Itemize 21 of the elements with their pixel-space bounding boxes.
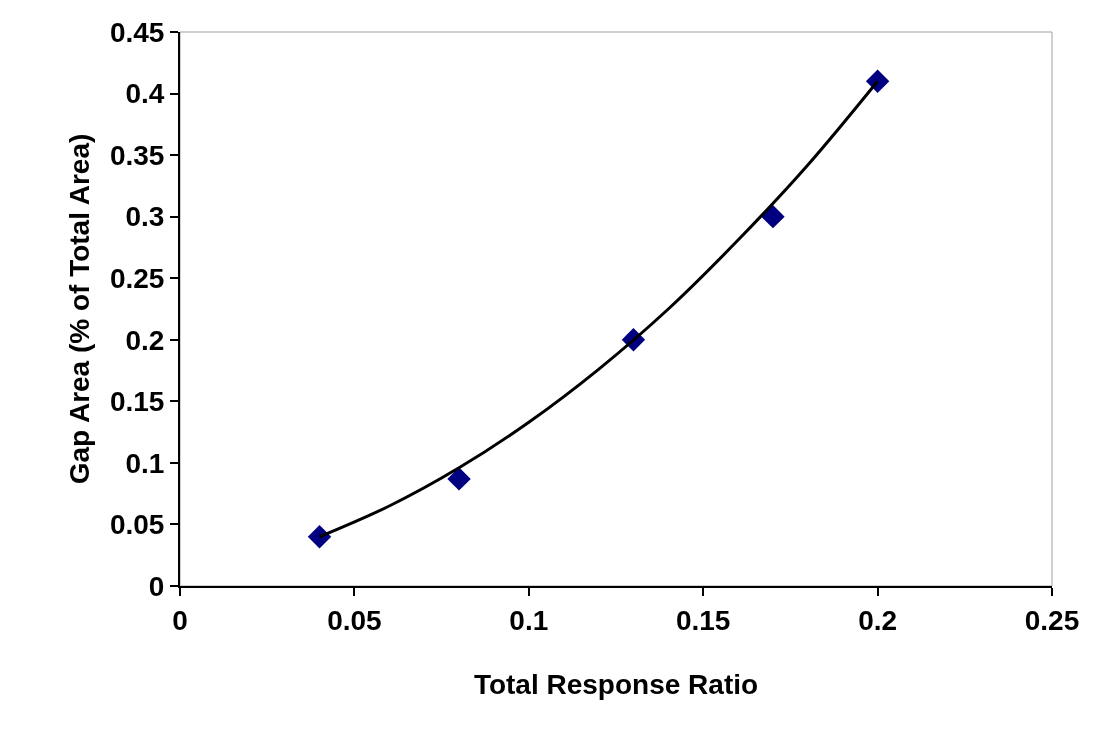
x-tick-label: 0.2 xyxy=(858,604,898,636)
point xyxy=(865,69,890,93)
x-tick-label: 0 xyxy=(172,604,188,636)
y-tick-label: 0.4 xyxy=(125,78,165,110)
y-tick-label: 0.45 xyxy=(109,16,165,48)
y-tick-label: 0.35 xyxy=(109,139,165,171)
y-axis-title: Gap Area (% of Total Area) xyxy=(64,133,96,485)
y-tick-label: 0.3 xyxy=(125,201,165,233)
y-tick-label: 0.15 xyxy=(109,386,165,418)
y-tick-label: 0.05 xyxy=(109,509,165,541)
x-tick-label: 0.1 xyxy=(509,604,549,636)
y-tick-label: 0.25 xyxy=(109,263,165,295)
y-tick-label: 0.1 xyxy=(125,447,165,479)
y-tick-label: 0 xyxy=(148,570,165,602)
x-axis-title: Total Response Ratio xyxy=(473,669,759,701)
y-tick-label: 0.2 xyxy=(125,324,165,356)
point xyxy=(761,204,785,229)
point xyxy=(447,467,471,491)
x-tick-label: 0.05 xyxy=(327,604,382,636)
x-tick-label: 0.25 xyxy=(1024,604,1080,636)
x-tick-label: 0.15 xyxy=(675,604,731,636)
